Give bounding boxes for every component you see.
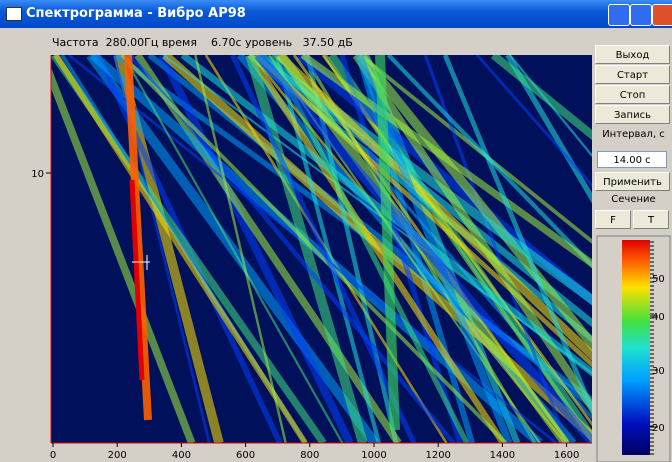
x-tick-label: 1200: [425, 450, 450, 461]
colorbar-tick-label: 20: [652, 423, 665, 434]
x-tick-label: 400: [172, 450, 191, 461]
x-tick-label: 1600: [554, 450, 579, 461]
spectrogram-view: 0 200 400 600 800 1000 1200 1400 1600 10 50 40 30 20: [0, 0, 672, 462]
colorbar: [622, 240, 650, 455]
colorbar-tick-label: 40: [652, 312, 665, 323]
x-tick-label: 800: [300, 450, 319, 461]
colorbar-tick-label: 50: [652, 274, 665, 285]
x-tick-label: 200: [108, 450, 127, 461]
x-tick-label: 1400: [490, 450, 515, 461]
colorbar-tick-label: 30: [652, 366, 665, 377]
x-tick-label: 0: [50, 450, 56, 461]
x-tick-label: 1000: [361, 450, 386, 461]
y-tick-label: 10: [31, 169, 44, 180]
x-tick-label: 600: [236, 450, 255, 461]
app-window: Спектрограмма - Вибро АР98 Частота 280.0…: [0, 0, 672, 462]
